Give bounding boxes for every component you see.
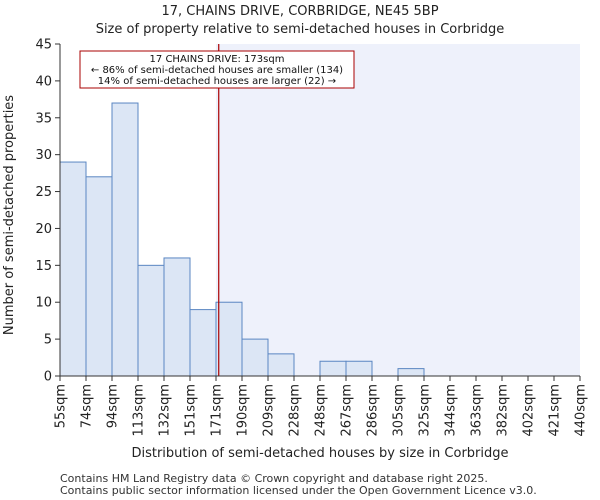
x-tick-label: 382sqm: [496, 384, 511, 437]
y-tick-label: 0: [44, 370, 52, 385]
x-tick-label: 344sqm: [444, 384, 459, 437]
annotation-line-2: ← 86% of semi-detached houses are smalle…: [91, 65, 343, 76]
x-tick-label: 402sqm: [522, 384, 537, 437]
x-tick-label: 55sqm: [54, 384, 69, 428]
footer-line-2: Contains public sector information licen…: [60, 484, 537, 497]
footer-line-1: Contains HM Land Registry data © Crown c…: [60, 472, 488, 485]
x-tick-label: 267sqm: [340, 384, 355, 437]
y-tick-label: 5: [44, 333, 52, 348]
bar-171sqm: [215, 301, 243, 377]
bar-94sqm: [111, 102, 139, 377]
x-tick-label: 171sqm: [210, 384, 225, 437]
x-tick-label: 228sqm: [288, 384, 303, 437]
x-tick-label: 305sqm: [392, 384, 407, 437]
chart-title: 17, CHAINS DRIVE, CORBRIDGE, NE45 5BP: [161, 4, 439, 19]
bar-190sqm: [241, 338, 269, 377]
x-tick-label: 363sqm: [470, 384, 485, 437]
bars-group: [59, 102, 425, 377]
annotation-line-1: 17 CHAINS DRIVE: 173sqm: [150, 54, 285, 65]
y-tick-label: 40: [35, 74, 52, 89]
x-tick-label: 421sqm: [548, 384, 563, 437]
bar-74sqm: [85, 176, 113, 377]
bar-248sqm: [319, 360, 347, 377]
x-tick-label: 151sqm: [184, 384, 199, 437]
bar-132sqm: [163, 257, 191, 377]
bar-151sqm: [189, 309, 217, 377]
y-axis-label: Number of semi-detached properties: [2, 95, 17, 335]
x-tick-label: 94sqm: [106, 384, 121, 428]
y-tick-label: 35: [35, 111, 52, 126]
y-tick-label: 45: [35, 38, 52, 53]
bar-305sqm: [397, 368, 425, 377]
y-tick-label: 30: [35, 148, 52, 163]
x-tick-label: 190sqm: [236, 384, 251, 437]
larger-houses-region: [216, 44, 580, 376]
chart-subtitle: Size of property relative to semi-detach…: [95, 22, 505, 37]
x-tick-label: 286sqm: [366, 384, 381, 437]
annotation-line-3: 14% of semi-detached houses are larger (…: [98, 76, 336, 87]
x-tick-label: 440sqm: [574, 384, 589, 437]
axes-group: 0 5 10 15 20 25 30 35 40 45 55sqm 74sqm 94sqm 113sqm 1…: [35, 38, 588, 437]
x-tick-label: 132sqm: [158, 384, 173, 437]
annotation-box: 17 CHAINS DRIVE: 173sqm ← 86% of semi-de…: [79, 50, 355, 89]
y-tick-label: 25: [35, 185, 52, 200]
x-tick-label: 209sqm: [262, 384, 277, 437]
bar-55sqm: [59, 161, 87, 377]
x-tick-label: 74sqm: [80, 384, 95, 428]
x-tick-label: 325sqm: [418, 384, 433, 437]
bar-113sqm: [137, 264, 165, 377]
y-tick-label: 20: [35, 222, 52, 237]
x-axis-label: Distribution of semi-detached houses by …: [131, 446, 508, 461]
x-tick-label: 248sqm: [314, 384, 329, 437]
x-tick-label: 113sqm: [132, 384, 147, 437]
y-tick-label: 15: [35, 259, 52, 274]
bar-267sqm: [345, 360, 373, 377]
bar-209sqm: [267, 353, 295, 377]
y-tick-label: 10: [35, 296, 52, 311]
